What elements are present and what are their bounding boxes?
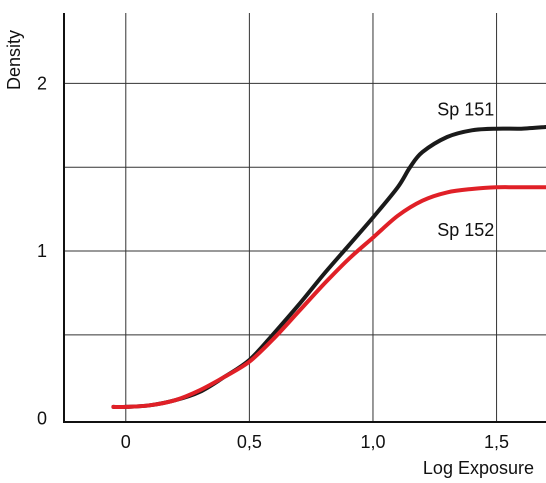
y-axis-label: Density — [4, 30, 24, 90]
y-tick-label-2: 2 — [37, 73, 47, 93]
series-layer — [111, 125, 546, 410]
x-axis-label: Log Exposure — [423, 458, 534, 478]
x-tick-label-3: 1,5 — [484, 432, 509, 452]
series-label-0: Sp 151 — [437, 99, 494, 119]
x-tick-label-2: 1,0 — [360, 432, 385, 452]
series-line-1 — [111, 185, 546, 410]
label-layer: Density Log Exposure 0 1 2 0 0,5 1,0 1,5 Sp 151… — [4, 30, 534, 478]
y-tick-label-1: 1 — [37, 241, 47, 261]
y-tick-label-0: 0 — [37, 409, 47, 429]
series-line-0 — [111, 125, 546, 410]
x-tick-label-0: 0 — [121, 432, 131, 452]
x-tick-label-1: 0,5 — [237, 432, 262, 452]
series-label-1: Sp 152 — [437, 220, 494, 240]
axis-layer — [63, 13, 546, 423]
grid-layer — [64, 13, 546, 422]
